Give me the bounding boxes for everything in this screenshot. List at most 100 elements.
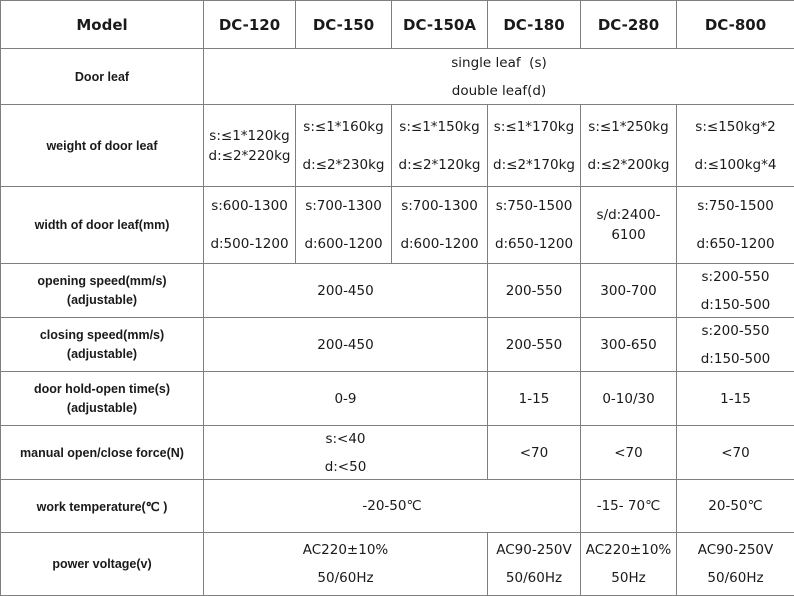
cell-manual-force-dc180: <70 xyxy=(487,425,581,480)
header-row: Model DC-120 DC-150 DC-150A DC-180 DC-28… xyxy=(0,0,794,49)
row-label-width: width of door leaf(mm) xyxy=(0,186,204,264)
cell-opening-speed-dc180: 200-550 xyxy=(487,263,581,318)
row-label-closing-speed: closing speed(mm/s) (adjustable) xyxy=(0,317,204,372)
value-line: s:200-550 xyxy=(701,322,770,339)
cell-opening-speed-dc280: 300-700 xyxy=(580,263,677,318)
value-line: s:≤1*170kg xyxy=(493,118,575,135)
value-lines: single leaf (s) double leaf(d) xyxy=(206,55,792,99)
cell-width-dc800: s:750-1500 d:650-1200 xyxy=(676,186,794,264)
value-line: d:≤2*220kg xyxy=(208,147,291,164)
row-label-manual-force: manual open/close force(N) xyxy=(0,425,204,480)
row-label-weight: weight of door leaf xyxy=(0,104,204,187)
cell-manual-force-dc280: <70 xyxy=(580,425,677,480)
value-line: s:200-550 xyxy=(701,268,770,285)
col-header-dc-120: DC-120 xyxy=(203,0,296,49)
value-line: d:150-500 xyxy=(700,350,771,367)
row-width: width of door leaf(mm) s:600-1300 d:500-… xyxy=(0,186,794,264)
cell-weight-dc280: s:≤1*250kg d:≤2*200kg xyxy=(580,104,677,187)
value-line: s:750-1500 xyxy=(495,198,573,214)
cell-hold-open-merged: 0-9 xyxy=(203,371,488,426)
value-lines: AC90-250V 50/60Hz xyxy=(490,542,578,586)
label-lines: closing speed(mm/s) (adjustable) xyxy=(3,328,201,361)
value-lines: s:≤1*150kg d:≤2*120kg xyxy=(394,119,485,173)
cell-closing-speed-merged: 200-450 xyxy=(203,317,488,372)
col-header-dc-280: DC-280 xyxy=(580,0,677,49)
value-line: s:≤1*160kg xyxy=(303,118,384,135)
value-line: s:700-1300 xyxy=(305,198,382,214)
value-line: s:600-1300 xyxy=(211,198,288,214)
value-line: 50/60Hz xyxy=(707,570,764,586)
col-header-dc-150a: DC-150A xyxy=(391,0,488,49)
row-label-door-leaf: Door leaf xyxy=(0,48,204,105)
label-line: (adjustable) xyxy=(66,401,138,415)
value-line: 6100 xyxy=(611,227,646,243)
value-line: d:150-500 xyxy=(700,296,771,313)
value-lines: AC220±10% 50/60Hz xyxy=(206,542,485,586)
value-lines: s:≤1*120kg d:≤2*220kg xyxy=(206,128,293,164)
row-manual-force: manual open/close force(N) s:<40 d:<50 <… xyxy=(0,425,794,480)
label-line: (adjustable) xyxy=(66,293,138,307)
value-line: s:≤150kg*2 xyxy=(695,118,776,135)
value-lines: s:700-1300 d:600-1200 xyxy=(298,198,389,252)
value-line: d:≤2*230kg xyxy=(302,156,385,173)
cell-work-temp-merged: -20-50℃ xyxy=(203,479,581,533)
value-line: d:≤100kg*4 xyxy=(694,156,777,173)
value-line: double leaf(d) xyxy=(451,82,547,99)
cell-power-voltage-dc280: AC220±10% 50Hz xyxy=(580,532,677,596)
cell-weight-dc180: s:≤1*170kg d:≤2*170kg xyxy=(487,104,581,187)
label-lines: opening speed(mm/s) (adjustable) xyxy=(3,274,201,307)
cell-closing-speed-dc280: 300-650 xyxy=(580,317,677,372)
value-lines: s:≤1*160kg d:≤2*230kg xyxy=(298,119,389,173)
value-lines: s:≤1*250kg d:≤2*200kg xyxy=(583,119,674,173)
label-line: door hold-open time(s) xyxy=(33,382,171,396)
value-line: d:650-1200 xyxy=(696,236,775,252)
cell-work-temp-dc280: -15- 70℃ xyxy=(580,479,677,533)
cell-manual-force-dc800: <70 xyxy=(676,425,794,480)
value-lines: s:≤150kg*2 d:≤100kg*4 xyxy=(679,119,792,173)
value-lines: AC90-250V 50/60Hz xyxy=(679,542,792,586)
row-label-hold-open-time: door hold-open time(s) (adjustable) xyxy=(0,371,204,426)
cell-hold-open-dc280: 0-10/30 xyxy=(580,371,677,426)
row-weight: weight of door leaf s:≤1*120kg d:≤2*220k… xyxy=(0,104,794,187)
value-line: 50/60Hz xyxy=(317,570,374,586)
cell-width-dc150: s:700-1300 d:600-1200 xyxy=(295,186,392,264)
cell-weight-dc150a: s:≤1*150kg d:≤2*120kg xyxy=(391,104,488,187)
cell-width-dc180: s:750-1500 d:650-1200 xyxy=(487,186,581,264)
label-line: (adjustable) xyxy=(66,347,138,361)
value-line: d:600-1200 xyxy=(304,236,383,252)
cell-opening-speed-dc800: s:200-550 d:150-500 xyxy=(676,263,794,318)
cell-hold-open-dc800: 1-15 xyxy=(676,371,794,426)
cell-closing-speed-dc180: 200-550 xyxy=(487,317,581,372)
cell-power-voltage-merged: AC220±10% 50/60Hz xyxy=(203,532,488,596)
col-header-dc-180: DC-180 xyxy=(487,0,581,49)
cell-opening-speed-merged: 200-450 xyxy=(203,263,488,318)
row-label-opening-speed: opening speed(mm/s) (adjustable) xyxy=(0,263,204,318)
cell-weight-dc150: s:≤1*160kg d:≤2*230kg xyxy=(295,104,392,187)
value-line: 50Hz xyxy=(611,570,646,586)
col-header-model: Model xyxy=(0,0,204,49)
cell-width-dc120: s:600-1300 d:500-1200 xyxy=(203,186,296,264)
value-lines: s:<40 d:<50 xyxy=(206,431,485,475)
value-lines: s:750-1500 d:650-1200 xyxy=(679,198,792,252)
cell-door-leaf-merged: single leaf (s) double leaf(d) xyxy=(203,48,794,105)
value-line: AC220±10% xyxy=(302,542,389,558)
row-label-power-voltage: power voltage(v) xyxy=(0,532,204,596)
row-opening-speed: opening speed(mm/s) (adjustable) 200-450… xyxy=(0,263,794,318)
cell-work-temp-dc800: 20-50℃ xyxy=(676,479,794,533)
value-lines: s:750-1500 d:650-1200 xyxy=(490,198,578,252)
value-line: single leaf (s) xyxy=(451,54,547,71)
value-line: d:≤2*120kg xyxy=(398,156,481,173)
label-line: closing speed(mm/s) xyxy=(39,328,165,342)
value-line: s:≤1*120kg xyxy=(209,127,290,144)
row-closing-speed: closing speed(mm/s) (adjustable) 200-450… xyxy=(0,317,794,372)
value-line: d:<50 xyxy=(324,458,367,475)
cell-power-voltage-dc800: AC90-250V 50/60Hz xyxy=(676,532,794,596)
cell-closing-speed-dc800: s:200-550 d:150-500 xyxy=(676,317,794,372)
value-lines: s:200-550 d:150-500 xyxy=(679,323,792,367)
label-line: opening speed(mm/s) xyxy=(37,274,167,288)
cell-width-dc280: s/d:2400- 6100 xyxy=(580,186,677,264)
value-lines: s/d:2400- 6100 xyxy=(583,207,674,243)
cell-weight-dc120: s:≤1*120kg d:≤2*220kg xyxy=(203,104,296,187)
value-line: s:<40 xyxy=(325,430,366,447)
